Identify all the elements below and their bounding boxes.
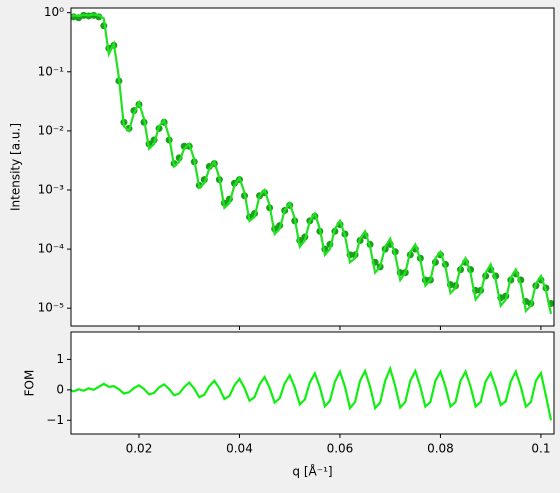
y-tick-label: 1 (56, 352, 64, 366)
plot-area (71, 332, 554, 434)
plot-area (71, 8, 554, 326)
y-tick-label: 0 (56, 382, 64, 396)
x-tick-label: 0.02 (126, 442, 153, 456)
y-tick-label: 10⁻³ (38, 182, 65, 196)
y-tick-label: −1 (46, 413, 64, 427)
y-axis-label: Intensity [a.u.] (9, 123, 23, 211)
fit-line (71, 13, 553, 315)
plot-content (71, 11, 554, 315)
y-tick-label: 10⁰ (44, 5, 64, 19)
x-tick-label: 0.1 (531, 442, 550, 456)
x-tick-label: 0.06 (327, 442, 354, 456)
axes-frame (70, 331, 555, 435)
x-tick-label: 0.08 (427, 442, 454, 456)
y-tick-label: 10⁻⁵ (38, 301, 65, 315)
x-tick-label: 0.04 (226, 442, 253, 456)
y-axis-label: FOM (23, 370, 37, 397)
y-tick-label: 10⁻¹ (38, 64, 65, 78)
plot-content (71, 365, 553, 421)
fom-line (71, 365, 553, 421)
x-axis-label: q [Å⁻¹] (292, 464, 332, 479)
y-tick-label: 10⁻² (38, 123, 65, 137)
axes-frame (70, 7, 555, 327)
y-tick-label: 10⁻⁴ (38, 242, 65, 256)
